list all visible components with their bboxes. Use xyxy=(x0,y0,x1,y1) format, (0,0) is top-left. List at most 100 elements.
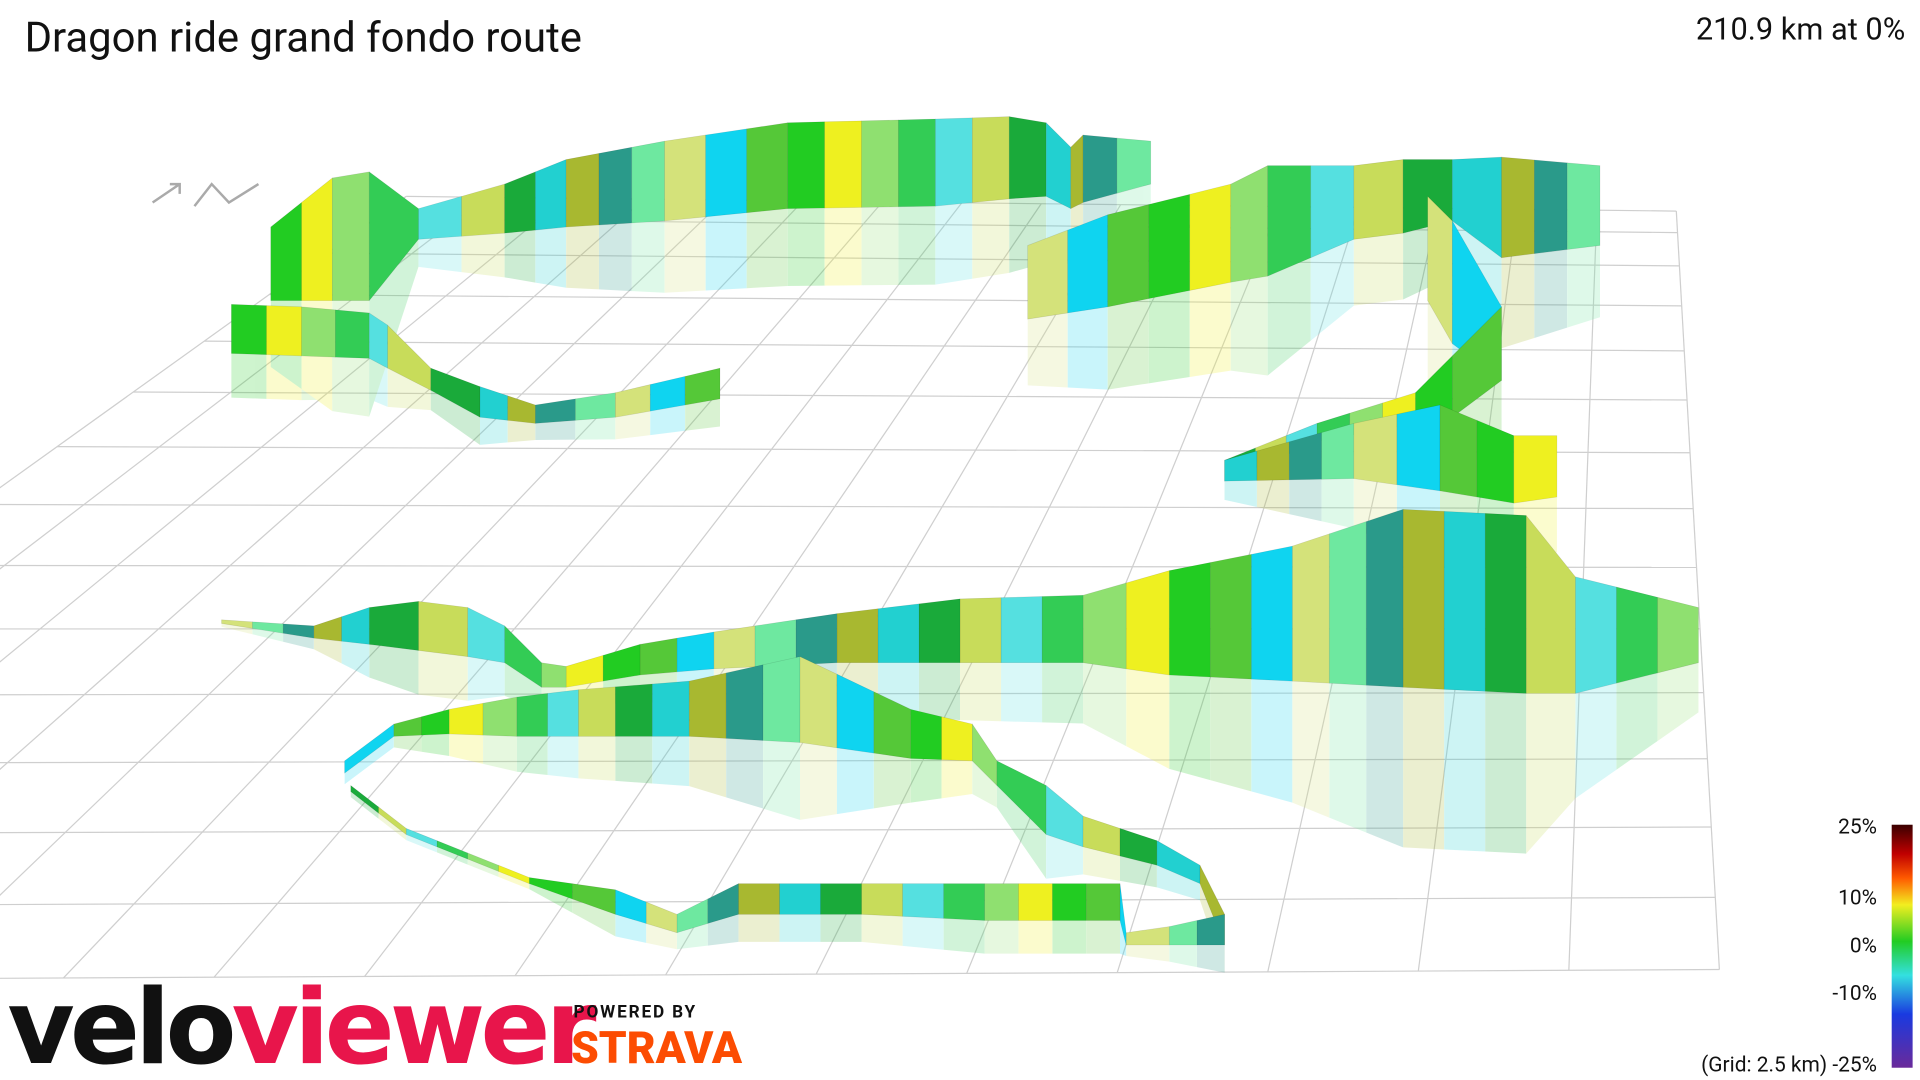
wall-reflection xyxy=(1321,478,1354,529)
route-wall xyxy=(1008,116,1047,200)
route-wall xyxy=(393,716,422,737)
wall-reflection xyxy=(480,417,508,445)
route-wall xyxy=(1189,183,1232,291)
wall-reflection xyxy=(1224,480,1257,507)
logo: veloviewer xyxy=(7,968,596,1080)
profile-icon xyxy=(193,182,260,207)
wall-reflection xyxy=(283,633,314,650)
route-wall xyxy=(631,140,665,224)
wall-reflection xyxy=(387,368,431,411)
wall-reflection xyxy=(369,644,419,695)
route-wall xyxy=(795,613,838,666)
wall-reflection xyxy=(430,390,480,445)
route-wall xyxy=(1018,883,1053,921)
wall-reflection xyxy=(1196,945,1225,973)
route-wall xyxy=(479,386,508,421)
wall-reflection xyxy=(1027,312,1068,388)
route-wall xyxy=(231,304,267,355)
route-wall xyxy=(1045,121,1072,210)
wall-reflection xyxy=(836,747,874,815)
wall-reflection xyxy=(972,760,997,808)
route-wall xyxy=(787,121,825,209)
grid-line xyxy=(213,201,883,978)
wall-reflection xyxy=(378,813,407,841)
route-wall xyxy=(547,689,579,737)
grid-line xyxy=(1675,211,1720,970)
wall-reflection xyxy=(1251,679,1293,803)
grid-line xyxy=(0,195,407,489)
wall-reflection xyxy=(369,358,388,407)
grid-line xyxy=(0,199,725,896)
grid-line xyxy=(0,198,645,771)
route-wall xyxy=(1067,214,1108,314)
route-wall xyxy=(935,117,973,207)
route-wall xyxy=(1125,570,1170,676)
wall-reflection xyxy=(350,791,379,819)
route-wall xyxy=(959,597,1002,664)
route-wall xyxy=(482,696,518,737)
wall-reflection xyxy=(598,222,632,292)
wall-reflection xyxy=(221,623,253,635)
route-wall xyxy=(1070,134,1084,210)
powered-by: POWERED BY xyxy=(574,1002,698,1022)
grid-line xyxy=(514,203,1042,977)
route-wall xyxy=(877,603,920,664)
route-wall xyxy=(301,177,333,301)
wall-reflection xyxy=(1353,233,1404,306)
wall-reflection xyxy=(467,859,499,877)
route-wall xyxy=(301,306,336,358)
wall-reflection xyxy=(1083,846,1120,881)
route-wall xyxy=(541,662,567,688)
route-wall xyxy=(1328,521,1367,686)
route-wall xyxy=(418,601,468,657)
route-wall xyxy=(1566,162,1601,250)
wall-reflection xyxy=(1526,693,1576,854)
wall-reflection xyxy=(393,735,422,752)
route-wall xyxy=(1230,165,1268,283)
wall-reflection xyxy=(547,736,579,779)
wall-reflection xyxy=(266,354,302,401)
grid-line xyxy=(63,200,804,979)
wall-reflection xyxy=(507,420,536,443)
route-wall xyxy=(421,708,450,736)
wall-reflection xyxy=(1086,920,1120,954)
route-wall xyxy=(598,146,633,226)
wall-reflection xyxy=(1126,668,1170,769)
wall-reflection xyxy=(689,736,727,798)
route-wall xyxy=(941,716,973,762)
wall-reflection xyxy=(820,914,862,942)
wall-reflection xyxy=(787,208,825,286)
wall-reflection xyxy=(631,220,665,293)
route-wall xyxy=(1085,883,1121,921)
route-wall xyxy=(984,883,1019,921)
wall-reflection xyxy=(1156,865,1200,901)
route-wall xyxy=(861,883,903,917)
wall-reflection xyxy=(535,227,567,288)
view-icons xyxy=(151,182,260,207)
wall-reflection xyxy=(418,650,468,701)
route-wall xyxy=(1575,576,1617,694)
wall-reflection xyxy=(861,914,903,946)
wall-reflection xyxy=(1267,257,1311,376)
wall-reflection xyxy=(1485,691,1527,854)
route-wall xyxy=(1082,582,1127,670)
wall-reflection xyxy=(1567,245,1600,328)
wall-reflection xyxy=(1444,689,1486,852)
route-wall xyxy=(898,118,936,208)
wall-reflection xyxy=(615,411,651,440)
wall-reflection xyxy=(1018,920,1053,954)
wall-reflection xyxy=(1120,920,1127,957)
route-wall xyxy=(535,398,576,424)
wall-reflection xyxy=(707,914,739,946)
wall-reflection xyxy=(575,417,616,440)
strava-logo: STRAVA xyxy=(571,1022,743,1074)
route-wall xyxy=(861,119,899,208)
wall-reflection xyxy=(1616,672,1658,770)
wall-reflection xyxy=(1366,685,1404,848)
wall-reflection xyxy=(483,735,517,772)
wall-reflection xyxy=(1329,683,1367,833)
grid-line xyxy=(665,204,1122,976)
route-wall xyxy=(762,656,801,743)
logo-viewer: viewer xyxy=(232,968,597,1080)
wall-reflection xyxy=(1001,662,1043,723)
